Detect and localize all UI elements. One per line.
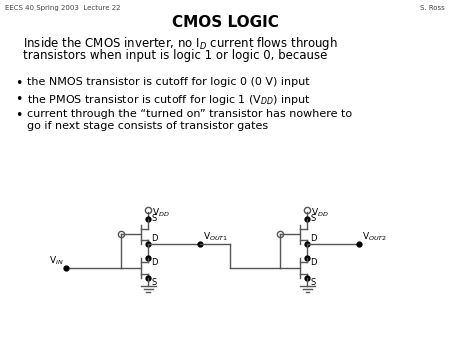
Text: V$_{IN}$: V$_{IN}$: [50, 255, 64, 267]
Text: V$_{DD}$: V$_{DD}$: [311, 207, 329, 219]
Text: CMOS LOGIC: CMOS LOGIC: [171, 15, 279, 30]
Text: •: •: [15, 93, 22, 106]
Text: D: D: [152, 234, 158, 243]
Text: S: S: [152, 214, 157, 223]
Text: EECS 40 Spring 2003  Lecture 22: EECS 40 Spring 2003 Lecture 22: [5, 5, 121, 11]
Text: V$_{DD}$: V$_{DD}$: [153, 207, 170, 219]
Text: S: S: [310, 214, 316, 223]
Text: the NMOS transistor is cutoff for logic 0 (0 V) input: the NMOS transistor is cutoff for logic …: [27, 77, 310, 87]
Text: S: S: [152, 278, 157, 287]
Text: •: •: [15, 108, 22, 121]
Text: D: D: [152, 258, 158, 267]
Text: •: •: [15, 77, 22, 90]
Text: S. Ross: S. Ross: [420, 5, 445, 11]
Text: D: D: [310, 234, 317, 243]
Text: Inside the CMOS inverter, no I$_D$ current flows through: Inside the CMOS inverter, no I$_D$ curre…: [23, 35, 338, 52]
Text: S: S: [310, 278, 316, 287]
Text: V$_{OUT2}$: V$_{OUT2}$: [362, 231, 387, 243]
Text: go if next stage consists of transistor gates: go if next stage consists of transistor …: [27, 121, 268, 131]
Text: transistors when input is logic 1 or logic 0, because: transistors when input is logic 1 or log…: [23, 49, 328, 62]
Text: the PMOS transistor is cutoff for logic 1 (V$_{DD}$) input: the PMOS transistor is cutoff for logic …: [27, 93, 311, 106]
Text: V$_{OUT1}$: V$_{OUT1}$: [203, 231, 228, 243]
Text: D: D: [310, 258, 317, 267]
Text: current through the “turned on” transistor has nowhere to: current through the “turned on” transist…: [27, 108, 352, 119]
